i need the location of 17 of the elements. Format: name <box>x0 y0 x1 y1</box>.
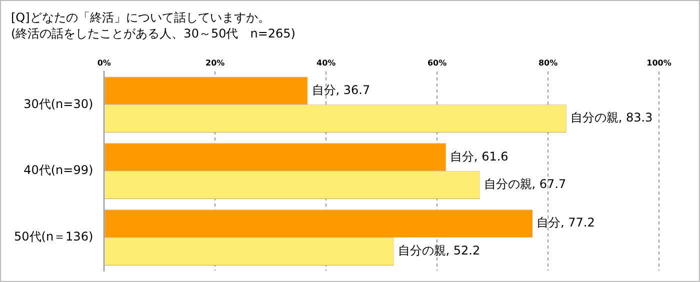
chart-subtitle: (終活の話をしたことがある人、30～50代 n=265) <box>11 26 296 41</box>
x-tick-label: 60% <box>427 58 447 68</box>
data-label: 自分の親, 83.3 <box>570 110 653 125</box>
x-tick-label: 0% <box>97 58 111 68</box>
data-label: 自分, 36.7 <box>312 82 370 97</box>
x-tick-label: 20% <box>206 58 225 68</box>
y-tick-label: 40代(n=99) <box>24 163 94 178</box>
data-label: 自分, 77.2 <box>536 216 595 230</box>
y-tick-label: 50代(n＝136) <box>14 230 94 244</box>
data-label: 自分, 61.6 <box>450 149 508 164</box>
x-tick-label: 100% <box>646 58 672 68</box>
y-tick-label: 30代(n=30) <box>24 96 94 111</box>
x-tick-label: 40% <box>316 58 336 68</box>
data-label: 自分の親, 67.7 <box>484 177 566 192</box>
x-tick-label: 80% <box>538 58 558 68</box>
data-label: 自分の親, 52.2 <box>398 244 480 258</box>
chart-title: [Q]どなたの「終活」について話していますか。 <box>11 10 270 24</box>
